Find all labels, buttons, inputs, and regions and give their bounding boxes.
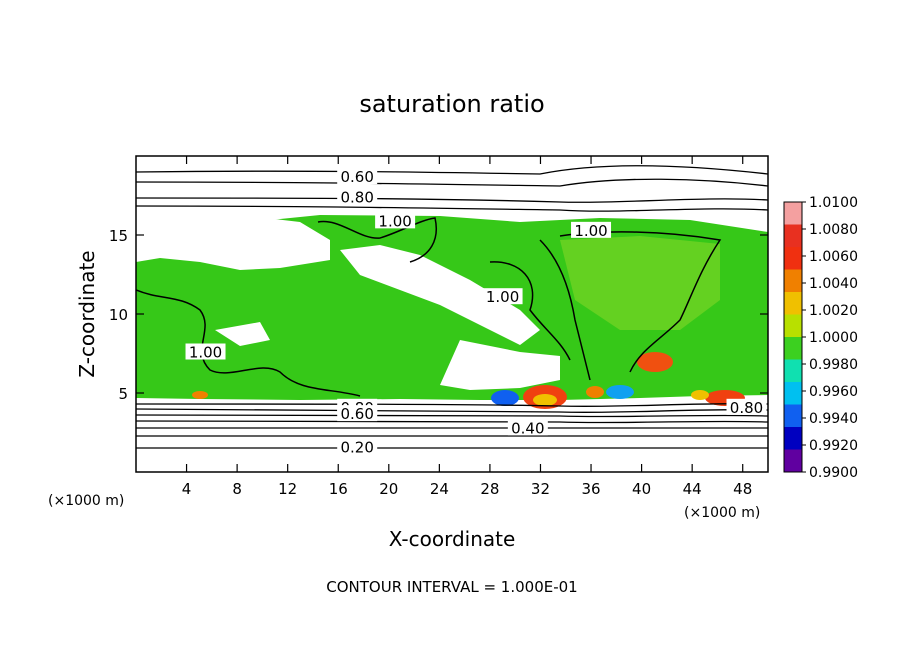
contour-label: 1.00 <box>486 288 519 306</box>
contour-line <box>136 289 361 397</box>
clear-region <box>340 245 540 345</box>
contour-label-bg <box>726 398 767 415</box>
x-axis: 4 8 12 16 20 24 28 32 36 40 44 48 <box>182 156 752 498</box>
colorbar-label: 0.9940 <box>809 411 858 427</box>
colorbar-swatch <box>784 292 802 315</box>
colorbar-label: 1.0000 <box>809 330 858 346</box>
x-tick-label: 32 <box>531 480 550 498</box>
subsat-bubble <box>491 390 519 406</box>
colorbar-swatch <box>784 382 802 405</box>
x-unit-label: (×1000 m) <box>48 493 124 509</box>
y-tick-label: 5 <box>118 385 128 403</box>
supersat-bubble <box>192 391 208 399</box>
clear-region <box>440 340 560 390</box>
contour-label: 0.80 <box>730 399 763 417</box>
colorbar-swatch <box>784 269 802 293</box>
contour-label-bg <box>337 188 378 205</box>
contour-label: 0.60 <box>340 168 373 186</box>
colorbar-swatch <box>784 359 802 383</box>
contour-line <box>136 178 768 187</box>
contour-line <box>136 414 768 418</box>
contour-label-bg <box>337 405 378 422</box>
y-axis: 5 10 15 <box>109 227 768 403</box>
colorbar-label: 1.0080 <box>809 222 858 238</box>
contour-label-bg <box>337 168 378 185</box>
colorbar-swatch <box>784 337 802 360</box>
contour-line <box>489 261 571 361</box>
clear-region <box>136 215 330 270</box>
clear-region <box>215 322 270 346</box>
colorbar-label: 0.9960 <box>809 384 858 400</box>
colorbar-swatch <box>784 449 802 473</box>
colorbar-label: 1.0100 <box>809 195 858 211</box>
contour-interval-note: CONTOUR INTERVAL = 1.000E-01 <box>326 578 577 596</box>
supersat-bubble <box>637 352 673 372</box>
x-tick-label: 20 <box>379 480 398 498</box>
x-tick-label: 28 <box>480 480 499 498</box>
chart-title: saturation ratio <box>359 90 544 118</box>
x-tick-label: 8 <box>232 480 242 498</box>
colorbar-label: 0.9980 <box>809 357 858 373</box>
contour-label: 0.40 <box>511 419 544 437</box>
colorbar-label: 1.0040 <box>809 276 858 292</box>
colorbar-label: 0.9900 <box>809 465 858 481</box>
contour-line <box>559 231 722 373</box>
supersat-bubble <box>691 390 709 400</box>
x-axis-title: X-coordinate <box>389 527 516 551</box>
contour-label: 0.60 <box>340 405 373 423</box>
subsat-bubble <box>606 385 634 399</box>
colorbar-label: 1.0020 <box>809 303 858 319</box>
colorbar-swatch <box>784 202 802 225</box>
x-tick-label: 36 <box>581 480 600 498</box>
x-tick-label: 48 <box>733 480 752 498</box>
x-tick-label: 44 <box>683 480 702 498</box>
x-tick-label: 40 <box>632 480 651 498</box>
contour-label: 0.20 <box>340 438 373 456</box>
contour-labels: 0.60 0.80 1.00 1.00 1.00 1.00 0.80 0.60 0.40 0.20… <box>185 168 767 456</box>
contour-label: 1.00 <box>574 222 607 240</box>
colorbar-swatch <box>784 224 802 248</box>
contour-line <box>136 402 768 408</box>
x-unit-label-right: (×1000 m) <box>684 505 760 521</box>
colorbar-swatch <box>784 247 802 270</box>
cloud-region-light <box>560 236 720 330</box>
colorbar-swatch <box>784 404 802 428</box>
x-tick-label: 16 <box>329 480 348 498</box>
x-tick-label: 24 <box>430 480 449 498</box>
contour-label-bg <box>337 438 378 455</box>
contour-label: 1.00 <box>189 344 222 362</box>
colorbar-swatch <box>784 427 802 450</box>
colorbar-swatch <box>784 314 802 338</box>
contour-line <box>539 239 591 381</box>
x-tick-label: 4 <box>182 480 192 498</box>
contour-label: 0.80 <box>340 189 373 207</box>
y-tick-label: 10 <box>109 306 128 324</box>
contour-label-bg <box>375 212 416 229</box>
contour-label-bg <box>185 343 226 360</box>
colorbar-label: 0.9920 <box>809 438 858 454</box>
colorbar: 1.0100 1.0080 1.0060 1.0040 1.0020 1.0000 0.99… <box>783 195 858 481</box>
contour-label: 1.00 <box>378 212 411 230</box>
contour-label-bg <box>507 419 548 436</box>
supersat-bubble <box>533 394 557 406</box>
supersat-bubble <box>586 386 604 398</box>
contour-label-bg <box>571 221 612 238</box>
contour-line <box>136 205 768 212</box>
y-axis-title: Z-coordinate <box>75 250 99 377</box>
colorbar-label: 1.0060 <box>809 249 858 265</box>
contour-line <box>136 420 768 424</box>
x-tick-label: 12 <box>278 480 297 498</box>
contour-line <box>136 165 768 175</box>
contour-label-bg <box>482 288 523 305</box>
y-tick-label: 15 <box>109 227 128 245</box>
contour-line <box>136 197 768 203</box>
contour-line <box>136 408 768 414</box>
saturation-field <box>136 215 768 409</box>
